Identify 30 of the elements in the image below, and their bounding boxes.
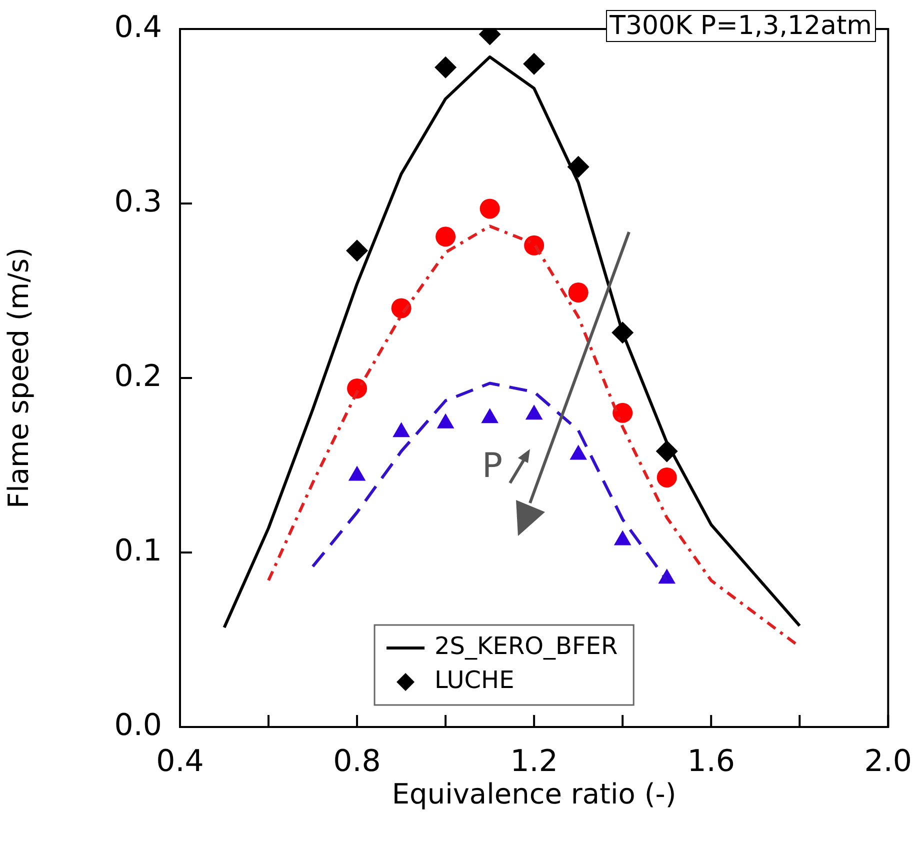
point xyxy=(614,530,632,546)
point xyxy=(436,226,456,247)
y-tick-label: 0.2 xyxy=(114,358,162,394)
x-tick-label: 2.0 xyxy=(864,744,912,779)
x-tick-label: 0.8 xyxy=(333,744,381,779)
point xyxy=(434,56,457,78)
point xyxy=(570,444,587,460)
x-tick-label: 0.4 xyxy=(156,744,204,779)
annotation: T300K P=1,3,12atm xyxy=(606,10,876,42)
point xyxy=(481,408,498,424)
point xyxy=(612,402,633,423)
x-axis-title: Equivalence ratio (-) xyxy=(392,777,676,810)
y-tick-label: 0.0 xyxy=(114,708,162,743)
y-tick-label: 0.4 xyxy=(114,10,162,45)
y-tick-label: 0.3 xyxy=(114,184,162,220)
point xyxy=(348,466,366,481)
annotation: P xyxy=(482,446,503,486)
point xyxy=(525,404,543,420)
x-tick-label: 1.2 xyxy=(510,744,558,779)
point xyxy=(523,52,546,75)
point xyxy=(568,282,588,302)
point xyxy=(346,240,368,262)
point xyxy=(436,413,454,428)
legend-label: LUCHE xyxy=(434,666,514,694)
point xyxy=(392,422,410,438)
y-axis-title: Flame speed (m/s) xyxy=(2,247,36,509)
legend-label: 2S_KERO_BFER xyxy=(434,632,618,660)
point xyxy=(480,198,500,219)
x-tick-label: 1.6 xyxy=(687,744,735,779)
y-tick-label: 0.1 xyxy=(114,533,162,568)
